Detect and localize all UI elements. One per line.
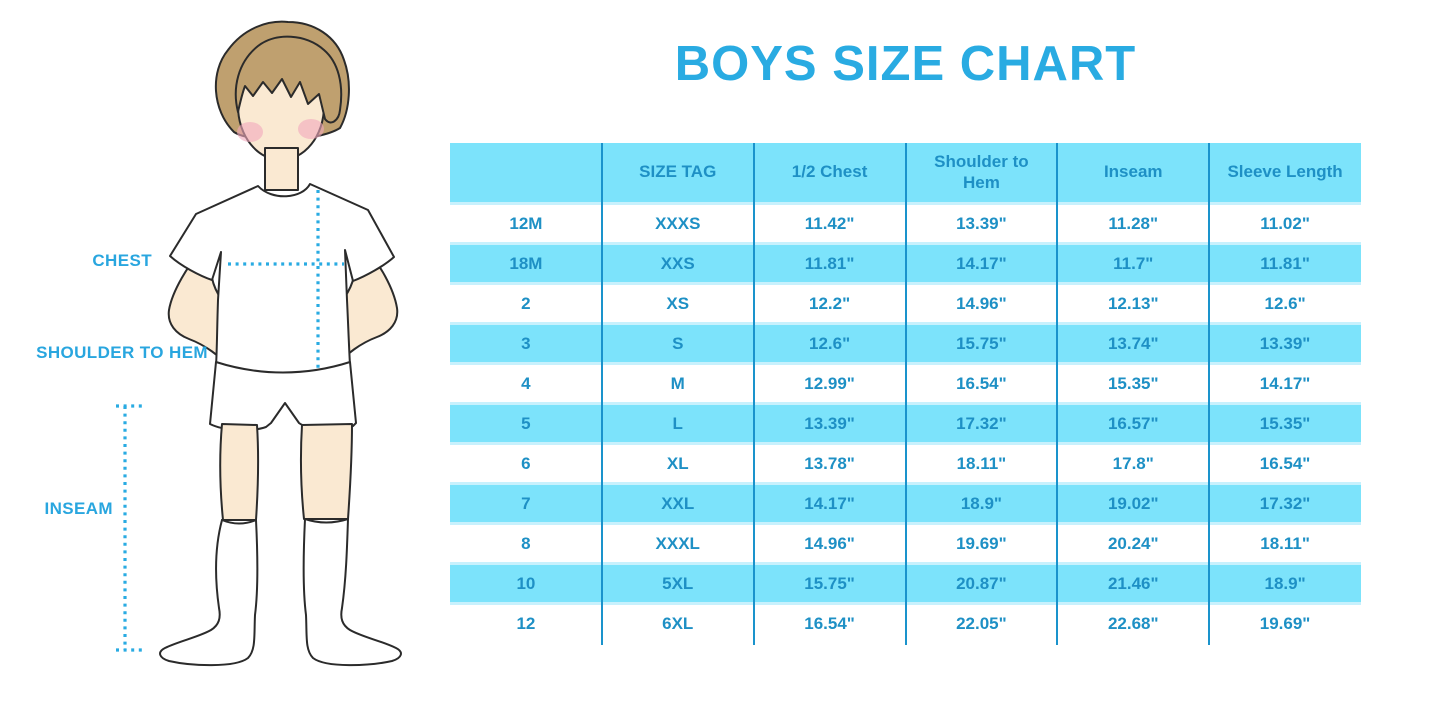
table-cell: L <box>672 414 683 433</box>
inseam-label: INSEAM <box>44 499 113 518</box>
table-cell: 18.11" <box>956 454 1007 473</box>
table-cell: S <box>672 334 684 353</box>
sock-right <box>302 518 402 667</box>
table-cell: 15.35" <box>1107 374 1159 393</box>
sock-left <box>159 519 259 667</box>
table-cell: 12M <box>509 214 543 233</box>
table-cell: 17.32" <box>956 414 1007 433</box>
table-cell: 14.17" <box>1259 374 1311 393</box>
table-cell: 14.96" <box>956 294 1007 313</box>
table-cell: 17.32" <box>1259 494 1311 513</box>
table-cell: 22.68" <box>1107 614 1159 633</box>
table-cell: 22.05" <box>956 614 1007 633</box>
table-cell: 16.54" <box>1259 454 1311 473</box>
shorts <box>209 361 357 432</box>
table-cell: 4 <box>521 374 531 393</box>
table-cell: 11.28" <box>1108 214 1159 233</box>
table-cell: XS <box>666 294 690 313</box>
column-header <box>450 143 602 202</box>
table-cell: 16.57" <box>1107 414 1159 433</box>
column-header: Inseam <box>1103 162 1163 182</box>
table-cell: 5XL <box>662 574 694 593</box>
size-table: SIZE TAG 1/2 Chest Shoulder to Hem Inseam Sl… <box>450 143 1361 645</box>
table-cell: 15.75" <box>956 334 1007 353</box>
table-cell: 17.8" <box>1112 454 1154 473</box>
cheek-left <box>237 122 263 142</box>
table-cell: 16.54" <box>956 374 1007 393</box>
column-header: SIZE TAG <box>639 162 717 182</box>
table-cell: 19.02" <box>1107 494 1159 513</box>
column-separator <box>752 143 755 645</box>
table-cell: 11.81" <box>1260 254 1310 273</box>
table-cell: 11.42" <box>804 214 855 233</box>
table-cell: XXXS <box>655 214 701 233</box>
hair-fringe <box>234 35 343 124</box>
table-cell: 12.13" <box>1107 294 1159 313</box>
table-cell: 20.24" <box>1107 534 1159 553</box>
column-header: 1/2 Chest <box>791 162 868 182</box>
boy-figure-svg <box>116 20 402 667</box>
sock-cuff-right <box>304 518 349 524</box>
table-cell: 10 <box>516 574 536 593</box>
table-cell: 11.02" <box>1260 214 1310 233</box>
table-cell: 3 <box>521 334 531 353</box>
table-cell: 18.9" <box>960 494 1002 513</box>
table-cell: 13.74" <box>1107 334 1159 353</box>
leg-left <box>219 423 260 521</box>
table-cell: 2 <box>521 294 531 313</box>
table-cell: 13.39" <box>804 414 855 433</box>
column-separator <box>1208 143 1211 645</box>
table-cell: 5 <box>521 414 531 433</box>
table-cell: 18M <box>509 254 543 273</box>
page-title: BOYS SIZE CHART <box>674 37 1137 91</box>
leg-right <box>299 423 353 520</box>
table-cell: 20.87" <box>956 574 1007 593</box>
table-cell: 12 <box>516 614 536 633</box>
column-header: Shoulder to Hem <box>934 152 1029 192</box>
table-cell: M <box>670 374 685 393</box>
table-cell: XXS <box>660 254 695 273</box>
table-cell: 6 <box>521 454 531 473</box>
table-cell: XXL <box>661 494 695 513</box>
table-cell: 21.46" <box>1107 574 1159 593</box>
table-cell: 13.39" <box>1259 334 1311 353</box>
column-separator <box>600 143 603 645</box>
table-cell: 16.54" <box>804 614 855 633</box>
table-cell: 8 <box>521 534 531 553</box>
table-cell: 15.35" <box>1259 414 1311 433</box>
table-cell: XL <box>666 454 689 473</box>
neck <box>264 147 299 191</box>
table-cell: 6XL <box>662 614 694 633</box>
table-cell: 13.39" <box>956 214 1007 233</box>
table-cell: 12.99" <box>804 374 855 393</box>
table-cell: 14.17" <box>804 494 855 513</box>
table-cell: 12.2" <box>808 294 851 313</box>
sock-cuff-left <box>221 519 257 525</box>
column-separator <box>904 143 907 645</box>
cheek-right <box>298 119 324 139</box>
table-cell: 15.75" <box>804 574 855 593</box>
table-cell: 18.9" <box>1264 574 1306 593</box>
boy-figure-illustration: CHEST SHOULDER TO HEM INSEAM <box>0 0 450 723</box>
table-cell: 18.11" <box>1260 534 1310 553</box>
table-cell: 14.17" <box>956 254 1007 273</box>
table-cell: 14.96" <box>804 534 855 553</box>
table-cell: 13.78" <box>804 454 855 473</box>
table-cell: 12.6" <box>808 334 851 353</box>
table-cell: 12.6" <box>1264 294 1306 313</box>
shoulder-to-hem-label: SHOULDER TO HEM <box>36 343 208 362</box>
column-header: Sleeve Length <box>1227 162 1343 182</box>
table-cell: 11.81" <box>804 254 855 273</box>
table-cell: 19.69" <box>1259 614 1311 633</box>
table-cell: 19.69" <box>956 534 1007 553</box>
column-separator <box>1056 143 1059 645</box>
chest-label: CHEST <box>92 251 152 270</box>
table-cell: 7 <box>521 494 531 513</box>
table-cell: XXXL <box>655 534 700 553</box>
table-cell: 11.7" <box>1113 254 1154 273</box>
